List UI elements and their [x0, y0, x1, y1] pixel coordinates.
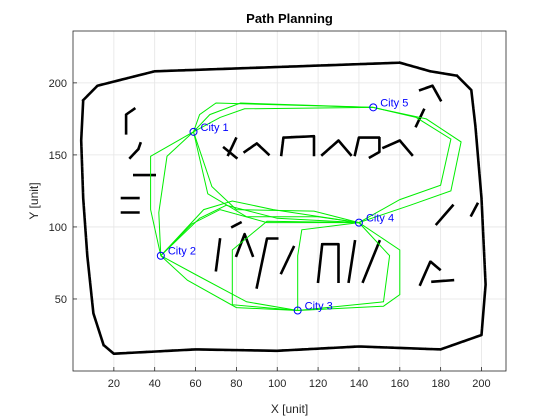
city-marker — [354, 218, 363, 227]
obstacle-stroke — [124, 106, 137, 135]
occupancy-map — [79, 61, 487, 355]
obstacle-stroke — [316, 242, 340, 284]
path-segment — [160, 204, 359, 257]
obstacle-stroke — [353, 136, 381, 160]
x-tick-label: 200 — [472, 378, 490, 390]
y-tick-label: 50 — [55, 294, 67, 306]
obstacle-stroke — [234, 232, 255, 258]
obstacle-stroke — [361, 239, 382, 284]
x-tick-label: 160 — [391, 378, 409, 390]
path-segment — [193, 102, 374, 132]
path-segment — [358, 106, 462, 224]
obstacle-stroke — [418, 84, 443, 102]
city-label: City 3 — [305, 300, 333, 312]
y-axis-label: Y [unit] — [27, 182, 41, 219]
y-tick-label: 200 — [49, 78, 67, 90]
city-markers: City 1 City 2 City 3 City 4 City 5 — [156, 97, 408, 315]
obstacle-stroke — [347, 239, 357, 284]
x-tick-label: 180 — [431, 378, 449, 390]
obstacle-stroke — [431, 278, 455, 284]
obstacle-stroke — [469, 202, 480, 218]
obstacle-stroke — [230, 220, 243, 229]
city-label: City 5 — [380, 97, 408, 109]
path-segment — [160, 200, 359, 257]
obstacle-stroke — [320, 139, 353, 157]
path-segment — [160, 255, 298, 311]
axes-frame — [72, 30, 507, 372]
obstacle-stroke — [214, 237, 222, 272]
axes-background — [73, 31, 506, 371]
path-segment — [358, 106, 452, 224]
path-segment — [193, 106, 374, 133]
y-tick-label: 150 — [49, 150, 67, 162]
x-tick-label: 60 — [189, 378, 201, 390]
obstacle-stroke — [279, 245, 296, 275]
path-segment — [297, 222, 359, 311]
y-tick-label: 100 — [49, 222, 67, 234]
city-marker — [189, 127, 198, 136]
x-tick-label: 100 — [268, 378, 286, 390]
city-label: City 1 — [201, 122, 229, 134]
city-marker — [293, 306, 302, 315]
obstacle-stroke — [242, 142, 271, 157]
x-tick-label: 140 — [350, 378, 368, 390]
city-marker — [156, 251, 165, 260]
obstacle-stroke — [279, 134, 316, 157]
obstacle-stroke — [434, 203, 455, 226]
x-tick-label: 20 — [108, 378, 120, 390]
path-segment — [297, 222, 401, 311]
path-lines — [150, 102, 462, 311]
x-tick-label: 120 — [309, 378, 327, 390]
city-label: City 4 — [366, 213, 394, 225]
path-segment — [160, 255, 298, 311]
x-tick-label: 40 — [149, 378, 161, 390]
obstacle-stroke — [381, 139, 414, 157]
obstacle-stroke — [128, 141, 143, 160]
city-marker — [369, 103, 378, 112]
obstacle-stroke — [418, 260, 443, 287]
x-tick-label: 80 — [230, 378, 242, 390]
city-label: City 2 — [168, 246, 196, 258]
path-segment — [231, 220, 359, 311]
obstacle-stroke — [79, 61, 487, 355]
path-segment — [158, 131, 194, 256]
obstacle-stroke — [226, 135, 239, 157]
chart-title: Path Planning — [246, 11, 333, 26]
path-segment — [160, 209, 359, 257]
path-segment — [297, 222, 391, 311]
path-segment — [193, 131, 360, 224]
path-segment — [150, 131, 194, 256]
x-axis-label: X [unit] — [271, 402, 308, 416]
obstacle-stroke — [255, 237, 279, 289]
axis-ticks: 20 40 60 80 100 120 140 160 180 200 50 100 150 200 — [49, 78, 491, 390]
